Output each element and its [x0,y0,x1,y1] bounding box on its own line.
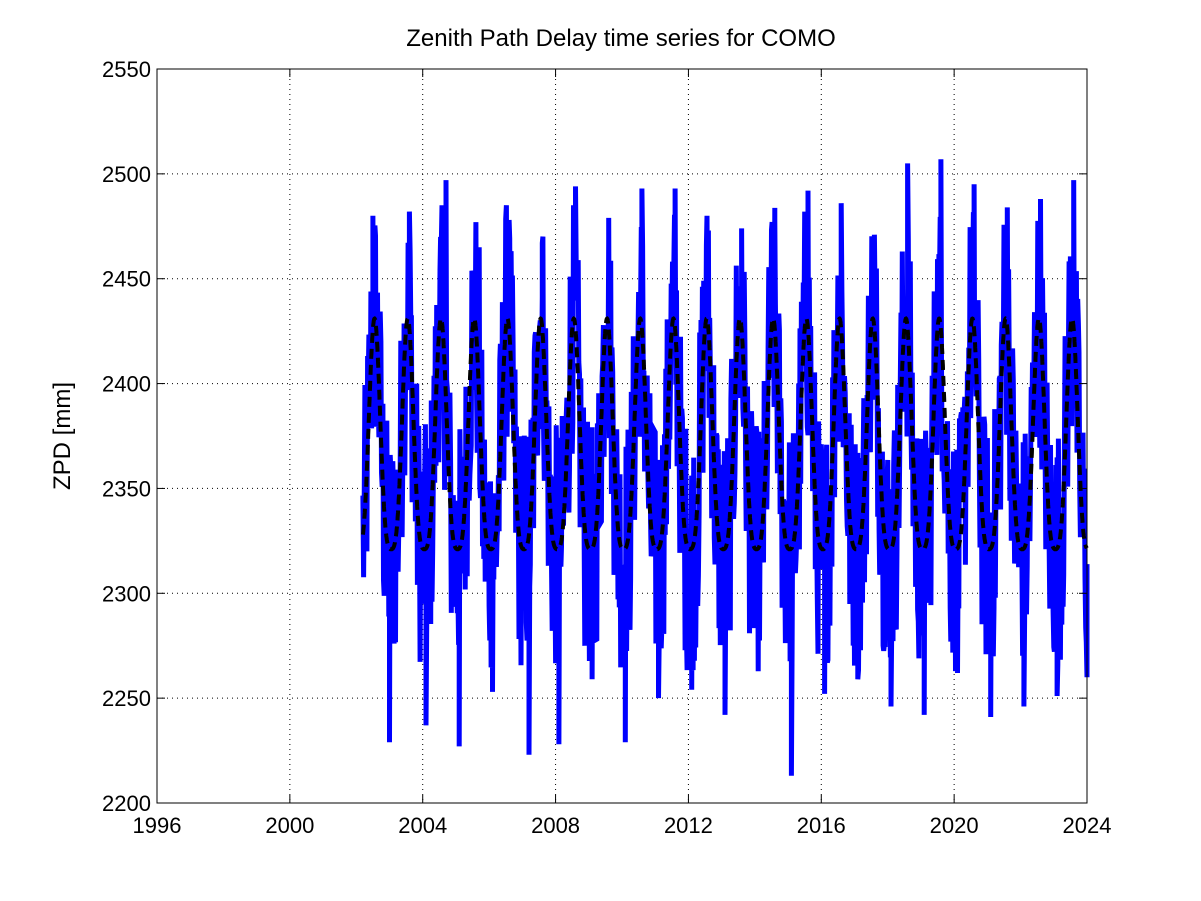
x-tick-label: 2012 [664,813,713,838]
y-tick-label: 2250 [102,686,151,711]
y-tick-label: 2500 [102,162,151,187]
x-tick-label: 2024 [1063,813,1112,838]
y-axis-label: ZPD [mm] [49,382,76,490]
y-tick-label: 2350 [102,476,151,501]
x-tick-label: 1996 [133,813,182,838]
plot-area [360,159,1090,776]
axes: 1996 2000 2004 2008 2012 2016 2020 2024 2200 2250… [102,57,1111,838]
x-tick-label: 2008 [531,813,580,838]
y-tick-label: 2550 [102,57,151,82]
x-tick-label: 2004 [398,813,447,838]
chart-title: Zenith Path Delay time series for COMO [406,25,835,52]
seasonal-model-series [360,316,1089,552]
y-tick-label: 2300 [102,581,151,606]
x-tick-label: 2020 [930,813,979,838]
x-tick-label: 2000 [265,813,314,838]
y-tick-label: 2200 [102,791,151,816]
observed-zpd-series [360,159,1090,776]
axes-frame [156,68,1088,804]
y-tick-label: 2400 [102,372,151,397]
x-tick-label: 2016 [797,813,846,838]
y-tick-label: 2450 [102,267,151,292]
